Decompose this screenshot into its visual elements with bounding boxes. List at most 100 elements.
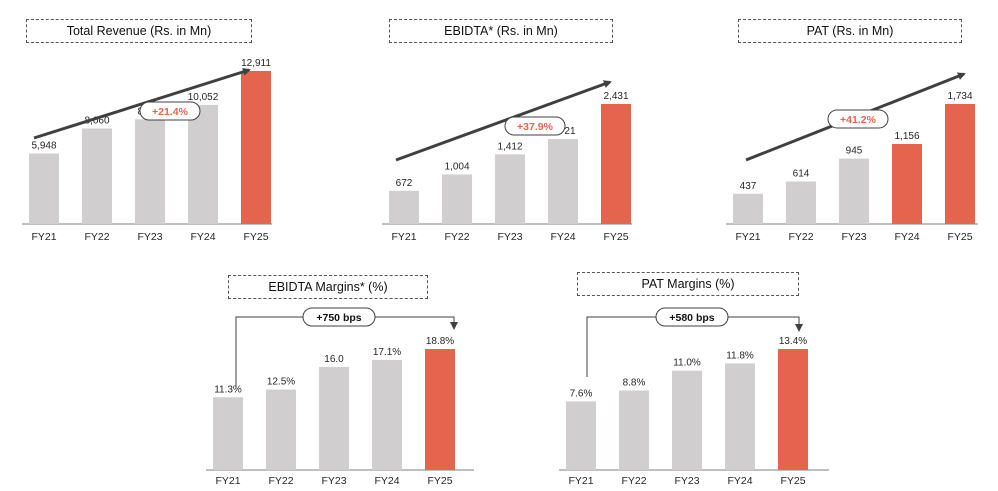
chart-title: Total Revenue (Rs. in Mn) — [26, 19, 252, 43]
bar-fy21 — [389, 190, 419, 224]
growth-label: +41.2% — [840, 114, 877, 126]
growth-label: +750 bps — [316, 312, 361, 324]
bar-fy23 — [319, 367, 349, 470]
tick-label: FY24 — [550, 231, 575, 243]
bar-fy25 — [778, 349, 808, 470]
growth-label: +580 bps — [669, 312, 714, 324]
tick-label: FY25 — [603, 231, 628, 243]
data-label: 5,948 — [31, 141, 56, 152]
trend-arrow — [395, 80, 612, 162]
tick-label: FY22 — [268, 475, 293, 487]
chart-plot: 672FY211,004FY221,412FY231,721FY242,431F… — [382, 80, 632, 243]
tick-label: FY25 — [427, 475, 452, 487]
data-label: 13.4% — [779, 336, 807, 347]
bar-fy24 — [892, 144, 922, 224]
data-label: 1,156 — [894, 131, 919, 142]
data-label: 12.5% — [267, 377, 295, 388]
bar-fy23 — [495, 154, 525, 224]
bar-fy24 — [372, 359, 402, 470]
bar-fy21 — [566, 401, 596, 470]
bar-fy25 — [945, 104, 975, 224]
chart-total-revenue: Total Revenue (Rs. in Mn) 5,948 FY21 8,060… — [14, 16, 284, 248]
chart-title: PAT (Rs. in Mn) — [738, 19, 962, 43]
bar-fy22 — [266, 389, 296, 470]
tick-label: FY23 — [497, 231, 522, 243]
chart-plot: 437 FY21 614 FY22 945 FY23 1,156 FY24 1,734 FY25 +… — [726, 72, 978, 243]
tick-label: FY23 — [674, 475, 699, 487]
bar-fy25 — [425, 349, 455, 470]
chart-plot: 5,948FY218,060FY228,833FY2310,052FY2412,… — [22, 58, 272, 243]
tick-label: FY22 — [84, 231, 109, 243]
data-label: 1,004 — [444, 161, 469, 172]
bar-fy24 — [188, 104, 218, 224]
bar-fy22 — [442, 174, 472, 224]
bar-fy21 — [29, 153, 59, 224]
growth-pill — [302, 307, 376, 327]
bar-fy24 — [725, 363, 755, 470]
bar-fy23 — [672, 370, 702, 470]
data-label: 1,412 — [497, 141, 522, 152]
data-label: 16.0 — [324, 354, 344, 365]
tick-label: FY22 — [621, 475, 646, 487]
tick-label: FY23 — [841, 231, 866, 243]
growth-pill — [655, 307, 729, 327]
tick-label: FY25 — [243, 231, 268, 243]
bar-fy23 — [839, 158, 869, 224]
data-label: 2,431 — [603, 91, 628, 102]
data-label: 614 — [793, 169, 810, 180]
chart-title: EBIDTA* (Rs. in Mn) — [389, 19, 613, 43]
tick-label: FY21 — [215, 475, 240, 487]
growth-pill — [139, 101, 201, 121]
chart-title: PAT Margins (%) — [577, 272, 799, 296]
data-label: 17.1% — [373, 347, 401, 358]
trend-arrow — [33, 67, 251, 140]
data-label: 1,734 — [947, 91, 972, 102]
chart-ebidta-margins: EBIDTA Margins* (%) 11.3% FY21 12.5% FY22 16… — [206, 272, 488, 491]
tick-label: FY25 — [947, 231, 972, 243]
data-label: 11.0% — [673, 358, 701, 369]
data-label: 10,052 — [188, 92, 219, 103]
chart-plot: 7.6% FY21 8.8% FY22 11.0% FY23 11.8% FY24 13.4% F… — [559, 307, 829, 487]
chart-title: EBIDTA Margins* (%) — [228, 275, 428, 299]
bar-fy22 — [82, 128, 112, 224]
growth-label: +21.4% — [152, 106, 189, 118]
tick-label: FY24 — [727, 475, 752, 487]
tick-label: FY23 — [321, 475, 346, 487]
data-label: 8.8% — [623, 378, 646, 389]
growth-pill — [827, 109, 889, 129]
tick-label: FY21 — [735, 231, 760, 243]
growth-label: +37.9% — [517, 121, 554, 133]
bar-fy23 — [135, 119, 165, 224]
data-label: 437 — [740, 181, 757, 192]
data-label: 12,911 — [241, 58, 271, 69]
data-label: 8,060 — [84, 115, 109, 126]
bar-fy25 — [241, 71, 271, 224]
data-label: 11.3% — [214, 384, 242, 395]
bar-fy21 — [213, 397, 243, 470]
bar-fy24 — [548, 139, 578, 224]
chart-pat-margins: PAT Margins (%) 7.6% FY21 8.8% FY22 11.0% FY2… — [559, 272, 841, 491]
bar-fy21 — [733, 193, 763, 224]
tick-label: FY24 — [894, 231, 919, 243]
tick-label: FY21 — [568, 475, 593, 487]
data-label: 7.6% — [570, 388, 593, 399]
growth-pill — [504, 116, 566, 136]
tick-label: FY22 — [444, 231, 469, 243]
tick-label: FY23 — [137, 231, 162, 243]
tick-label: FY25 — [780, 475, 805, 487]
tick-label: FY21 — [31, 231, 56, 243]
chart-pat: PAT (Rs. in Mn) 437 FY21 614 FY22 945 FY23 1,1… — [726, 16, 996, 248]
data-label: 672 — [396, 178, 413, 189]
data-label: 18.8% — [426, 336, 454, 347]
tick-label: FY24 — [190, 231, 215, 243]
bar-fy22 — [619, 390, 649, 470]
chart-ebidta: EBIDTA* (Rs. in Mn) 672 FY21 1,004 FY22 1,41… — [374, 16, 644, 248]
tick-label: FY24 — [374, 475, 399, 487]
data-label: 945 — [846, 146, 863, 157]
chart-plot: 11.3% FY21 12.5% FY22 16.0 FY23 17.1% FY24 18.8%… — [206, 307, 474, 487]
data-label: 11.8% — [726, 350, 754, 361]
bar-fy25 — [601, 104, 631, 224]
tick-label: FY22 — [788, 231, 813, 243]
bar-fy22 — [786, 181, 816, 224]
tick-label: FY21 — [391, 231, 416, 243]
